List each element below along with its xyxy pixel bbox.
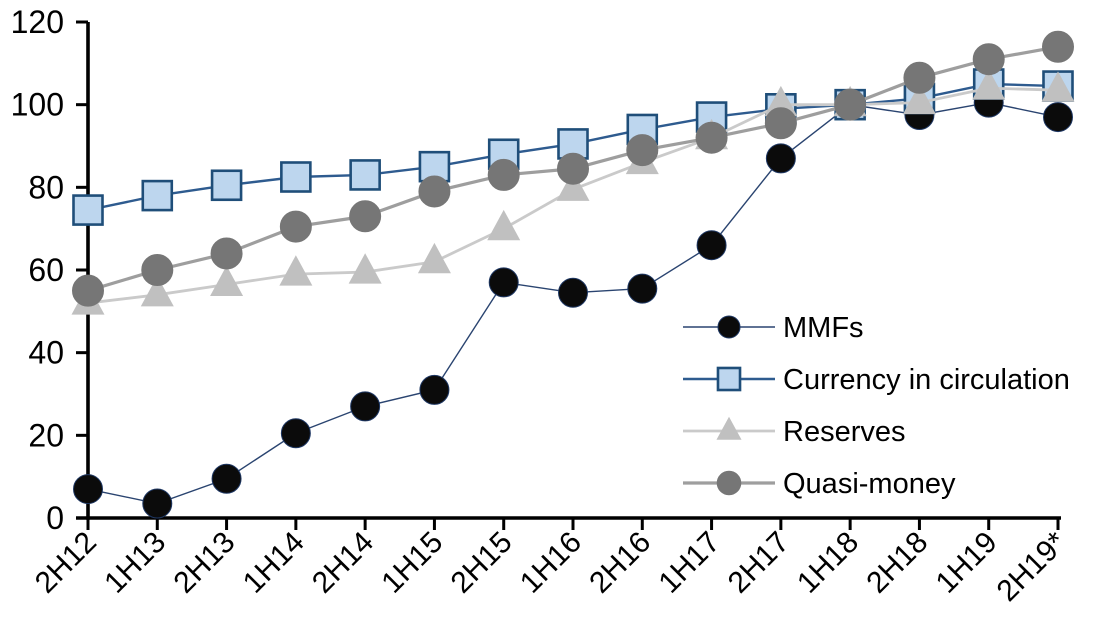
marker-mmfs (488, 267, 519, 298)
y-tick-label: 40 (28, 335, 64, 371)
marker-quasi-money (487, 158, 520, 191)
x-tick-label: 2H15 (445, 526, 519, 600)
marker-reserves (279, 255, 313, 286)
marker-reserves (902, 83, 936, 115)
legend-item-mmfs: MMFs (683, 312, 864, 344)
marker-currency-in-circulation (210, 169, 243, 202)
legend-label: Quasi-money (783, 468, 956, 500)
y-tick-labels: 0 20 40 60 80 100 120 (11, 4, 88, 536)
marker-quasi-money (418, 175, 451, 208)
marker-quasi-money (210, 237, 243, 270)
marker-mmfs (211, 463, 242, 494)
legend-marker-quasi-money (716, 470, 742, 496)
legend-marker-currency-in-circulation (716, 366, 742, 392)
marker-mmfs (1043, 102, 1073, 133)
marker-quasi-money (972, 43, 1005, 76)
series-quasi-money (72, 30, 1074, 307)
legend-marker-reserves (716, 416, 742, 440)
x-tick-label: 1H15 (375, 526, 449, 600)
marker-quasi-money (626, 134, 659, 167)
y-tick-label: 0 (46, 500, 64, 536)
marker-currency-in-circulation (72, 194, 104, 226)
marker-mmfs (419, 374, 450, 405)
x-tick-label: 1H13 (98, 526, 172, 600)
legend-label: Currency in circulation (783, 364, 1070, 396)
x-tick-label: 2H17 (722, 526, 796, 600)
x-tick-label: 2H18 (860, 526, 934, 600)
legend-label: Reserves (783, 416, 906, 448)
marker-reserves (140, 275, 174, 307)
y-tick-label: 100 (11, 87, 64, 123)
x-tick-label: 2H13 (167, 526, 241, 600)
marker-quasi-money (141, 254, 174, 286)
x-tick-label: 2H14 (306, 526, 380, 600)
legend: MMFs Currency in circulation Reserves Quasi… (683, 312, 1070, 500)
marker-mmfs (73, 474, 103, 505)
marker-reserves (348, 253, 382, 284)
marker-mmfs (280, 418, 311, 449)
marker-quasi-money (764, 107, 797, 140)
legend-marker-mmfs (717, 315, 741, 339)
marker-reserves (764, 85, 798, 117)
marker-quasi-money (1042, 30, 1074, 63)
x-tick-label: 1H19 (930, 526, 1004, 600)
series-mmfs (73, 87, 1073, 519)
x-tick-label: 1H17 (652, 526, 726, 600)
x-tick-labels: 2H121H132H131H142H141H152H151H162H161H17… (29, 518, 1073, 608)
marker-currency-in-circulation (141, 179, 174, 212)
x-tick-label: 2H12 (29, 526, 103, 600)
y-tick-label: 60 (28, 252, 64, 288)
marker-reserves (556, 170, 590, 201)
marker-mmfs (350, 391, 381, 422)
legend-item-reserves: Reserves (683, 416, 906, 448)
marker-currency-in-circulation (280, 161, 312, 193)
y-tick-label: 20 (28, 417, 64, 453)
marker-quasi-money (72, 274, 104, 307)
legend-item-currency-in-circulation: Currency in circulation (683, 364, 1070, 396)
marker-mmfs (765, 143, 796, 174)
x-tick-label: 1H18 (791, 526, 865, 600)
marker-mmfs (142, 488, 173, 519)
x-tick-label: 2H19* (991, 525, 1074, 608)
marker-quasi-money (695, 121, 728, 154)
marker-mmfs (696, 230, 727, 261)
x-tick-label: 2H16 (583, 526, 657, 600)
marker-reserves (487, 209, 521, 241)
marker-currency-in-circulation (349, 159, 381, 191)
marker-reserves (972, 69, 1006, 100)
marker-quasi-money (834, 88, 867, 121)
marker-mmfs (627, 273, 658, 304)
marker-quasi-money (349, 200, 382, 233)
marker-quasi-money (279, 210, 312, 243)
x-tick-label: 1H16 (514, 526, 588, 600)
marker-mmfs (558, 277, 588, 308)
marker-reserves (417, 242, 451, 274)
marker-reserves (210, 265, 244, 297)
x-tick-label: 1H14 (237, 526, 311, 600)
y-tick-label: 80 (28, 169, 64, 205)
legend-item-quasi-money: Quasi-money (683, 468, 956, 500)
marker-reserves (1041, 71, 1075, 102)
legend-label: MMFs (783, 312, 864, 344)
y-tick-label: 120 (11, 4, 64, 40)
marker-quasi-money (903, 61, 936, 94)
marker-quasi-money (557, 152, 589, 185)
